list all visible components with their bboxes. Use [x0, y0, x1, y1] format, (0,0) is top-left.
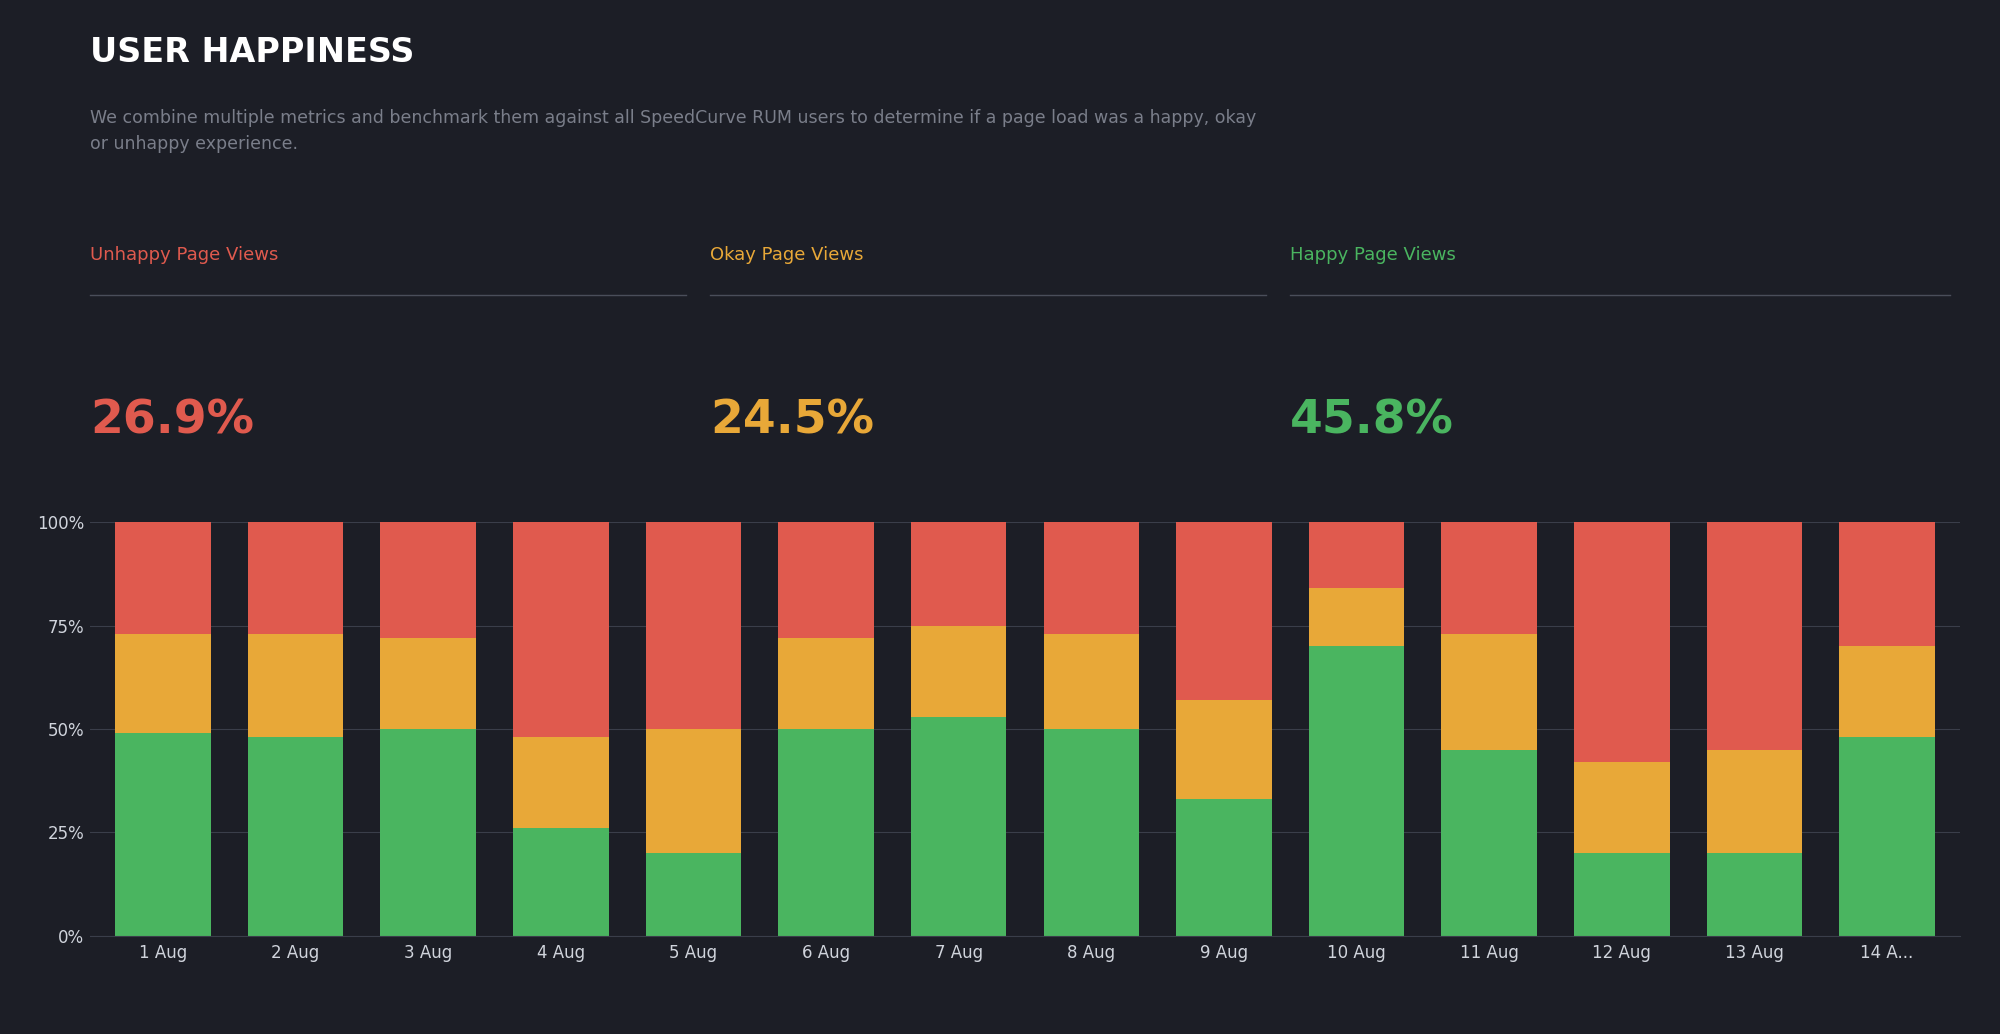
Text: Unhappy Page Views: Unhappy Page Views: [90, 246, 278, 264]
Bar: [248, 522, 344, 634]
Bar: [116, 522, 210, 634]
Bar: [1176, 799, 1272, 936]
Bar: [248, 634, 344, 737]
Bar: [646, 522, 742, 729]
Bar: [1044, 729, 1140, 936]
Bar: [1176, 522, 1272, 700]
Bar: [248, 737, 344, 936]
Text: USER HAPPINESS: USER HAPPINESS: [90, 36, 414, 69]
Bar: [1442, 750, 1536, 936]
Bar: [910, 522, 1006, 626]
Bar: [646, 729, 742, 853]
Text: 45.8%: 45.8%: [1290, 398, 1454, 444]
Text: Happy Page Views: Happy Page Views: [1290, 246, 1456, 264]
Bar: [646, 853, 742, 936]
Bar: [1308, 646, 1404, 936]
Bar: [1176, 700, 1272, 799]
Bar: [1442, 634, 1536, 750]
Bar: [380, 522, 476, 638]
Bar: [910, 626, 1006, 717]
Bar: [1840, 646, 1934, 737]
Bar: [1574, 522, 1670, 762]
Bar: [514, 737, 608, 828]
Bar: [116, 733, 210, 936]
Text: 24.5%: 24.5%: [710, 398, 874, 444]
Bar: [1706, 522, 1802, 750]
Bar: [1706, 853, 1802, 936]
Bar: [514, 828, 608, 936]
Bar: [1574, 853, 1670, 936]
Bar: [1308, 522, 1404, 588]
Bar: [1840, 737, 1934, 936]
Bar: [380, 638, 476, 729]
Bar: [380, 729, 476, 936]
Bar: [1840, 522, 1934, 646]
Bar: [514, 522, 608, 737]
Bar: [778, 729, 874, 936]
Bar: [1044, 522, 1140, 634]
Text: 26.9%: 26.9%: [90, 398, 254, 444]
Bar: [778, 522, 874, 638]
Text: Okay Page Views: Okay Page Views: [710, 246, 864, 264]
Bar: [1308, 588, 1404, 646]
Bar: [1706, 750, 1802, 853]
Text: We combine multiple metrics and benchmark them against all SpeedCurve RUM users : We combine multiple metrics and benchmar…: [90, 109, 1256, 153]
Bar: [1044, 634, 1140, 729]
Bar: [116, 634, 210, 733]
Bar: [778, 638, 874, 729]
Bar: [1442, 522, 1536, 634]
Bar: [910, 717, 1006, 936]
Bar: [1574, 762, 1670, 853]
